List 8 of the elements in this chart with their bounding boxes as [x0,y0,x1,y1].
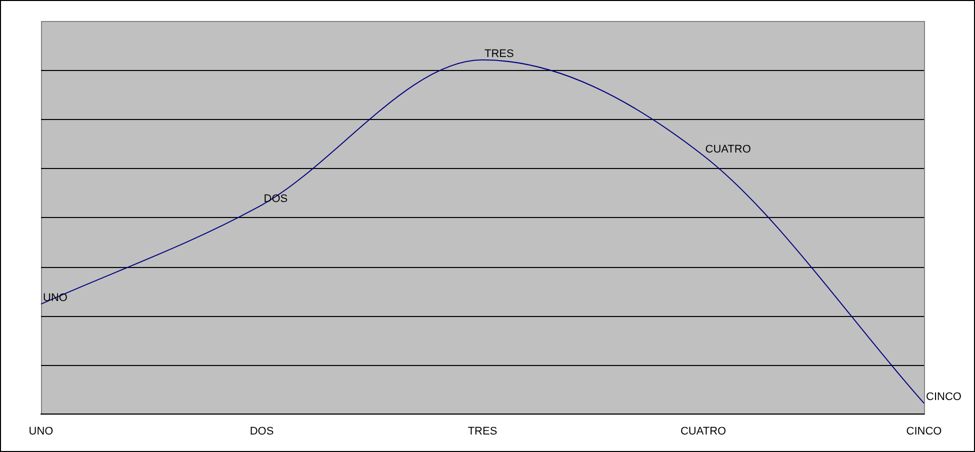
x-tick-label: DOS [250,425,274,438]
x-tick-label: CUATRO [680,425,726,438]
x-tick-label: CINCO [906,425,942,438]
annotation: CUATRO [705,144,752,156]
x-tick-label: UNO [28,425,54,438]
annotation: CINCO [926,391,962,404]
annotation: TRES [484,48,514,60]
x-tick-label: TRES [468,425,498,438]
